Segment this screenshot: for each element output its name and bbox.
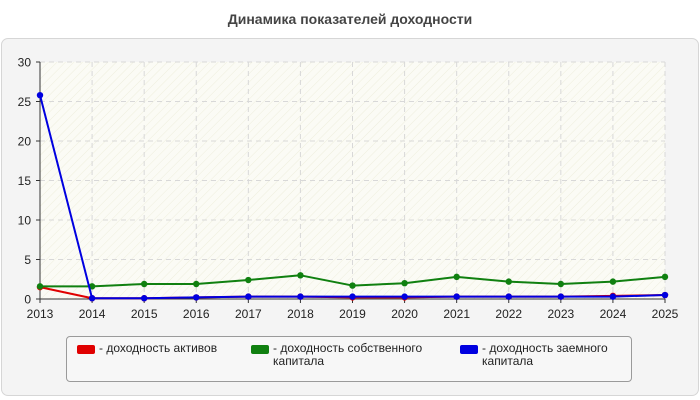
data-point-equity — [661, 273, 669, 281]
data-point-equity — [401, 280, 408, 287]
data-point-equity — [453, 273, 460, 281]
data-point-equity — [36, 283, 44, 290]
x-tick-label: 2017 — [235, 307, 262, 321]
x-tick-label: 2023 — [547, 307, 574, 321]
legend: - доходность активов - доходность собств… — [66, 336, 632, 382]
x-tick-label: 2016 — [183, 307, 210, 321]
chart-title: Динамика показателей доходности — [227, 11, 473, 27]
data-point-equity — [609, 278, 617, 285]
x-tick-label: 2014 — [79, 307, 106, 321]
legend-label-assets: - доходность активов — [99, 341, 218, 355]
data-point-equity — [557, 280, 565, 288]
data-point-equity — [297, 272, 304, 279]
y-tick-label: 30 — [18, 56, 32, 70]
data-point-debt — [297, 293, 304, 300]
y-tick-label: 10 — [18, 214, 32, 228]
data-point-equity — [193, 280, 200, 288]
data-point-debt — [557, 293, 565, 300]
data-point-equity — [505, 278, 512, 285]
data-point-debt — [245, 293, 252, 300]
legend-swatch-equity — [251, 345, 269, 354]
data-point-debt — [505, 293, 512, 300]
x-tick-label: 2013 — [27, 307, 54, 321]
data-point-debt — [609, 293, 617, 300]
legend-label-debt: - доходность заемного капитала — [482, 341, 608, 368]
y-tick-label: 5 — [24, 253, 31, 267]
data-point-debt — [661, 291, 669, 299]
data-point-equity — [349, 282, 356, 289]
x-tick-label: 2015 — [131, 307, 158, 321]
y-tick-label: 20 — [18, 135, 32, 149]
data-point-debt — [349, 293, 356, 300]
x-tick-label: 2022 — [495, 307, 522, 321]
x-tick-label: 2018 — [287, 307, 314, 321]
legend-swatch-assets — [77, 345, 95, 354]
grid-lines — [40, 61, 666, 299]
legend-swatch-debt — [460, 345, 478, 354]
data-point-debt — [140, 295, 148, 302]
x-tick-label: 2025 — [652, 307, 679, 321]
x-tick-label: 2019 — [339, 307, 366, 321]
data-point-equity — [140, 280, 148, 288]
x-tick-label: 2020 — [391, 307, 418, 321]
data-point-debt — [88, 295, 96, 302]
y-tick-label: 0 — [24, 293, 31, 307]
data-point-debt — [193, 294, 200, 301]
y-tick-label: 25 — [18, 95, 32, 109]
data-point-debt — [36, 91, 44, 99]
data-point-equity — [245, 276, 252, 284]
x-tick-label: 2021 — [443, 307, 470, 321]
data-point-debt — [453, 293, 460, 300]
legend-label-equity: - доходность собственного капитала — [273, 341, 423, 368]
series-layer — [36, 91, 669, 302]
data-point-debt — [401, 293, 408, 300]
y-tick-label: 15 — [18, 174, 32, 188]
x-tick-label: 2024 — [600, 307, 627, 321]
